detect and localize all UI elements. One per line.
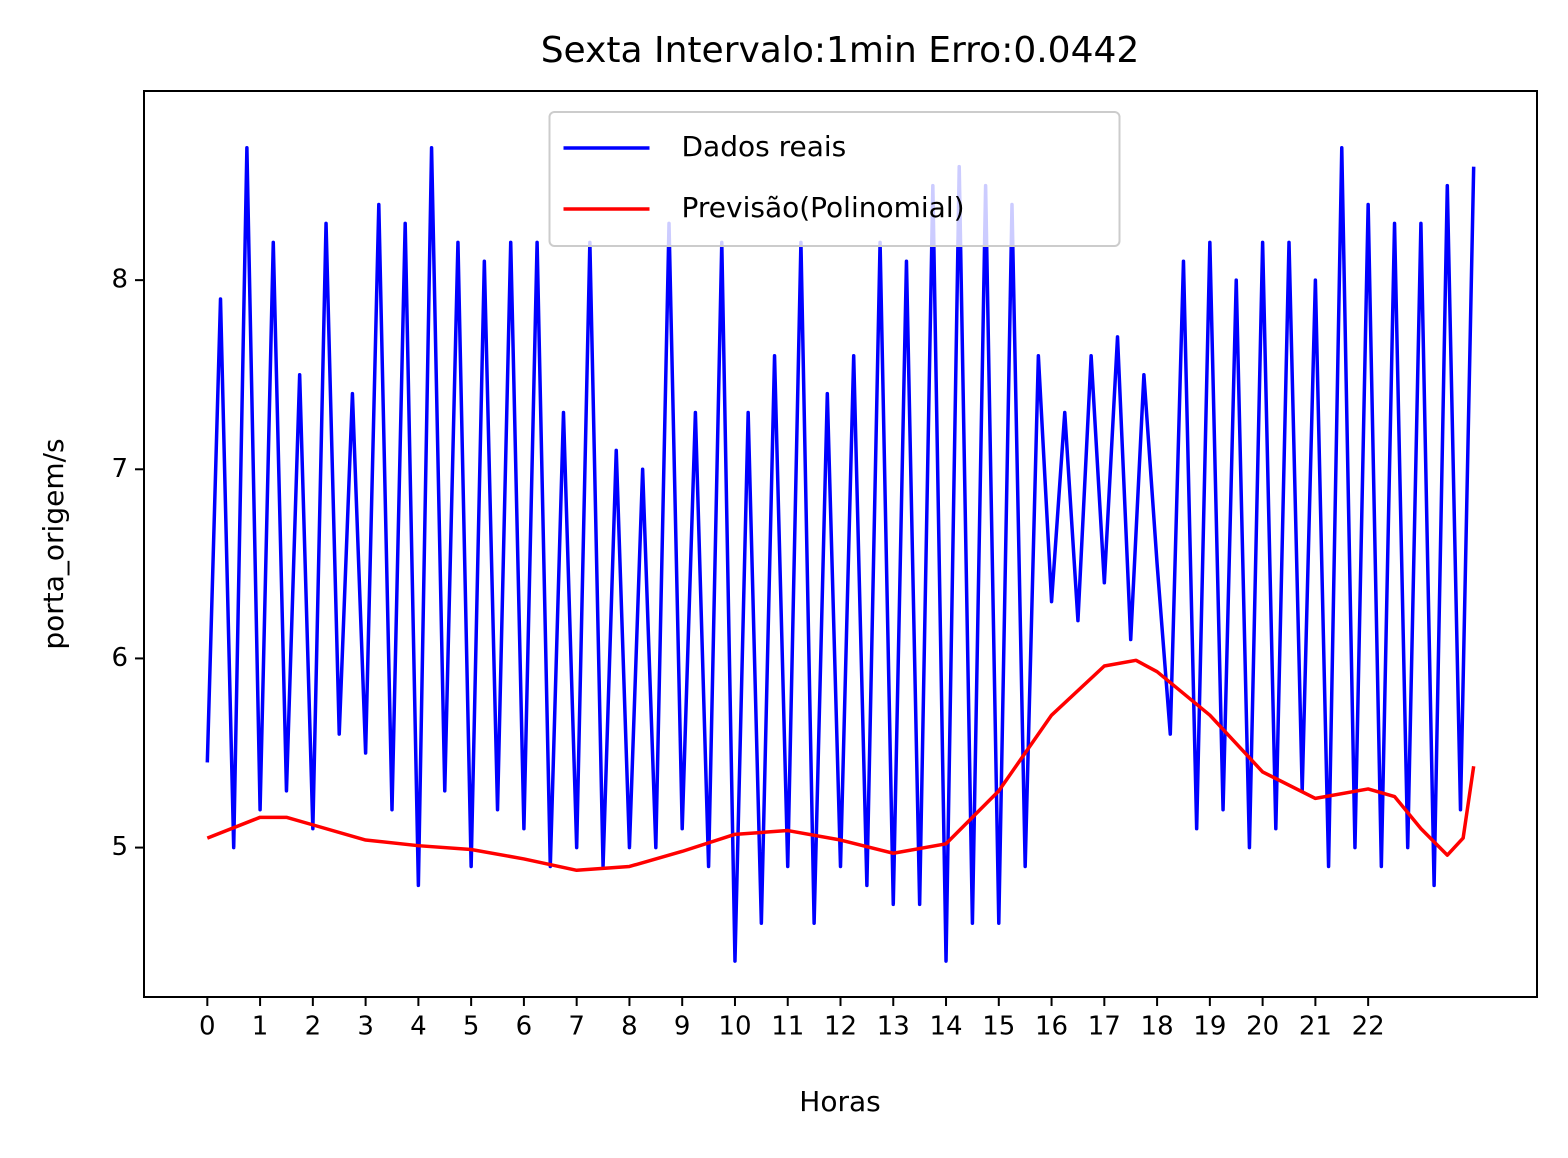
x-tick-label: 16 (1035, 1012, 1068, 1042)
x-tick-label: 3 (357, 1012, 374, 1042)
x-tick-label: 13 (877, 1012, 910, 1042)
x-tick-label: 5 (463, 1012, 480, 1042)
x-tick-label: 6 (516, 1012, 533, 1042)
legend-box (548, 111, 1121, 247)
legend-label: Dados reais (682, 130, 847, 163)
x-tick-label: 18 (1141, 1012, 1174, 1042)
x-tick-label: 12 (824, 1012, 857, 1042)
data-line (205, 145, 1476, 963)
x-tick-label: 21 (1299, 1012, 1332, 1042)
legend-label: Previsão(Polinomial) (682, 191, 965, 224)
x-tick-label: 14 (929, 1012, 962, 1042)
x-tick-label: 22 (1352, 1012, 1385, 1042)
x-tick-label: 11 (771, 1012, 804, 1042)
x-axis-label: Horas (799, 1085, 880, 1118)
x-tick-label: 1 (252, 1012, 269, 1042)
chart-title: Sexta Intervalo:1min Erro:0.0442 (541, 30, 1140, 71)
x-tick-label: 0 (199, 1012, 216, 1042)
x-tick-label: 7 (568, 1012, 585, 1042)
y-tick-label: 6 (111, 643, 128, 673)
x-tick-label: 8 (621, 1012, 638, 1042)
y-tick-label: 7 (111, 454, 128, 484)
x-tick-label: 4 (410, 1012, 427, 1042)
x-tick-label: 19 (1193, 1012, 1226, 1042)
y-tick-label: 5 (111, 832, 128, 862)
plot-frame (143, 90, 1538, 998)
x-tick-label: 9 (674, 1012, 691, 1042)
y-axis-label: porta_origem/s (37, 438, 70, 649)
x-tick-label: 10 (718, 1012, 751, 1042)
x-tick-label: 20 (1246, 1012, 1279, 1042)
y-tick-label: 8 (111, 265, 128, 295)
x-tick-label: 15 (982, 1012, 1015, 1042)
data-line (206, 658, 1476, 873)
x-tick-label: 2 (305, 1012, 322, 1042)
x-tick-label: 17 (1088, 1012, 1121, 1042)
